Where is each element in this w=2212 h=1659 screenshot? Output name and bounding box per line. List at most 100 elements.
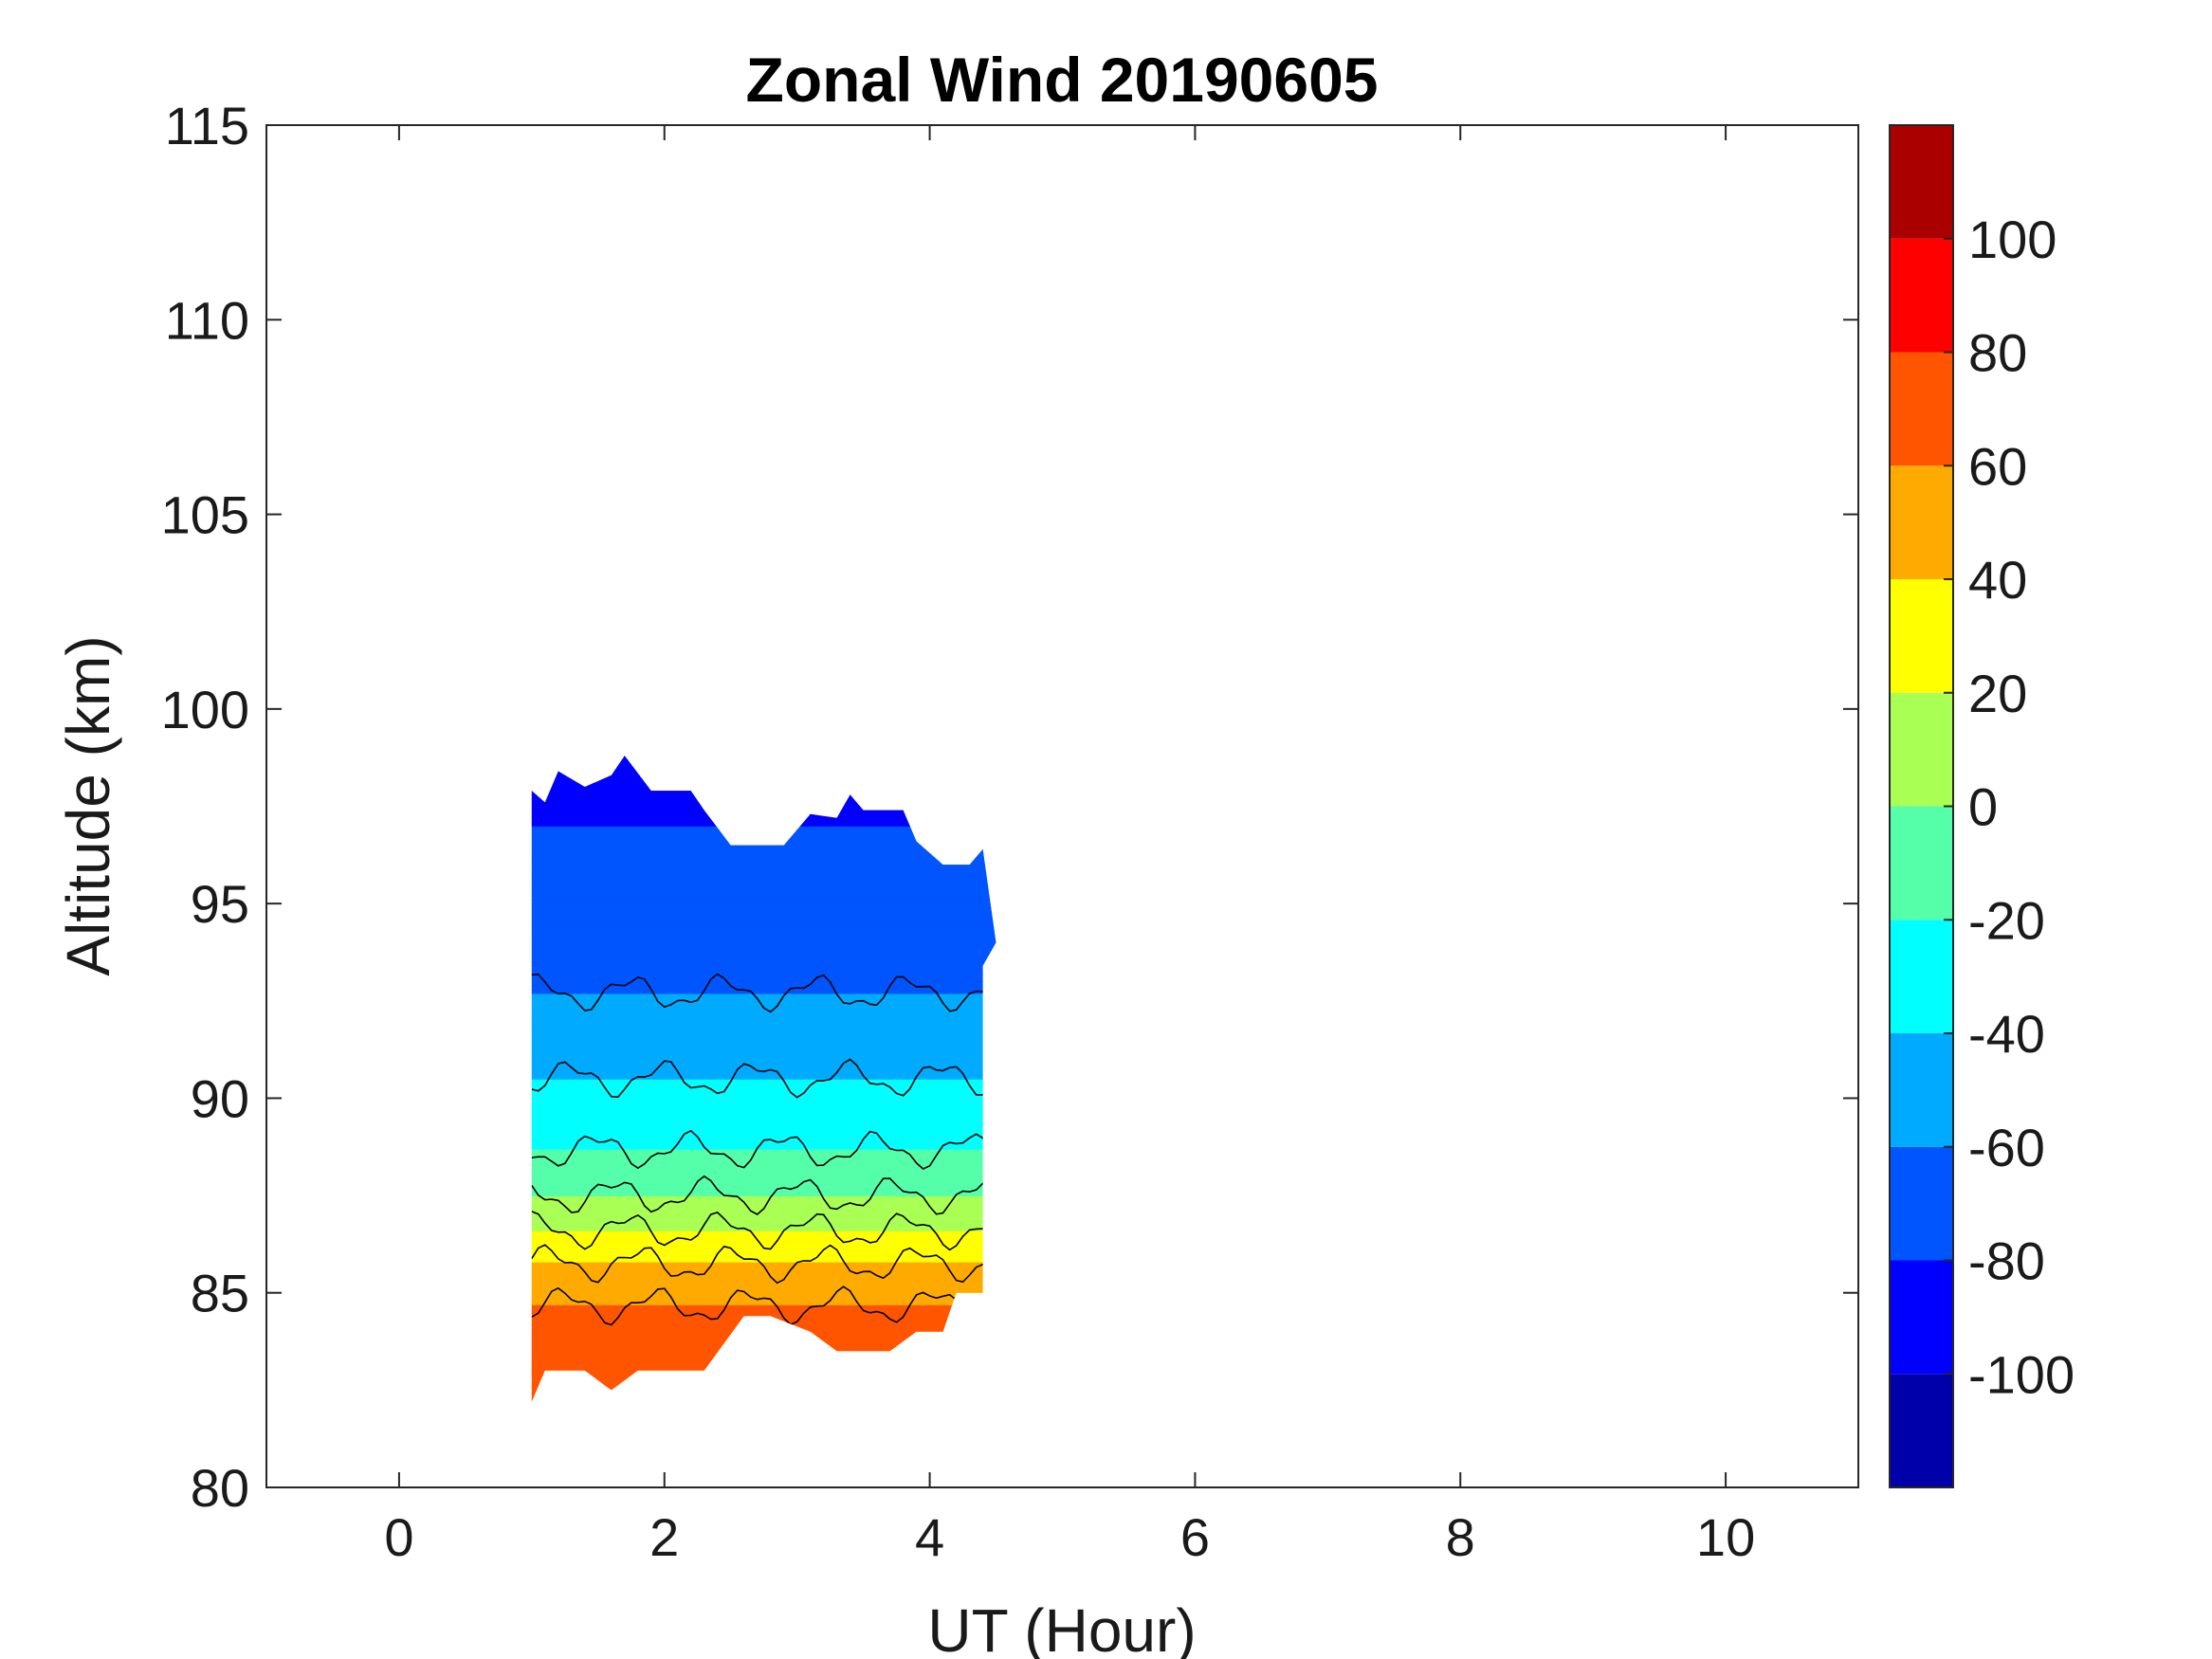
wind-band xyxy=(531,1113,996,1119)
wind-band xyxy=(531,876,996,882)
y-tick-label: 80 xyxy=(191,1458,249,1518)
y-tick-label: 115 xyxy=(165,96,249,155)
wind-band xyxy=(531,1253,996,1259)
wind-band xyxy=(531,974,996,978)
contour-line xyxy=(531,1129,996,1170)
wind-band xyxy=(531,1016,996,1022)
wind-band xyxy=(531,1214,996,1220)
y-tick-label: 100 xyxy=(161,680,249,739)
y-tick-label: 90 xyxy=(191,1068,249,1128)
colorbar-segment xyxy=(1890,238,1953,353)
colorbar-segment xyxy=(1890,1374,1953,1487)
wind-band xyxy=(531,884,996,889)
wind-band xyxy=(531,950,996,956)
wind-band xyxy=(531,872,996,878)
colorbar-segment xyxy=(1890,1033,1953,1147)
wind-band xyxy=(531,1125,996,1131)
wind-band xyxy=(531,1179,996,1185)
wind-band xyxy=(531,1020,996,1026)
colorbar-tick-label: 100 xyxy=(1968,210,2057,269)
wind-band xyxy=(531,1000,996,1006)
x-tick-label: 6 xyxy=(1180,1507,1210,1567)
wind-band xyxy=(531,1070,996,1076)
wind-band xyxy=(531,1059,996,1065)
wind-band xyxy=(531,1168,996,1174)
colorbar-segment xyxy=(1890,465,1953,579)
colorbar-tick-label: 40 xyxy=(1968,550,2027,610)
wind-band xyxy=(531,1129,996,1135)
wind-band xyxy=(531,926,996,932)
wind-band xyxy=(531,1234,996,1240)
wind-band xyxy=(531,845,996,850)
colorbar-segment xyxy=(1890,579,1953,693)
colorbar-tick-label: -40 xyxy=(1968,1004,2045,1064)
wind-band xyxy=(531,1105,996,1111)
x-tick-label: 0 xyxy=(384,1507,413,1567)
y-tick-label: 85 xyxy=(191,1264,249,1323)
wind-band xyxy=(531,1269,996,1274)
colorbar-segment xyxy=(1890,692,1953,807)
wind-band xyxy=(531,1148,996,1154)
wind-band xyxy=(531,1160,996,1166)
wind-band xyxy=(531,1133,996,1139)
wind-band xyxy=(531,911,996,917)
wind-band xyxy=(531,1031,996,1037)
wind-band xyxy=(531,1012,996,1018)
wind-band xyxy=(531,939,996,943)
x-tick-label: 4 xyxy=(915,1507,944,1567)
wind-band xyxy=(531,1039,996,1045)
wind-band xyxy=(531,880,996,885)
wind-band xyxy=(531,1144,996,1150)
wind-band xyxy=(531,1140,996,1146)
x-tick-label: 10 xyxy=(1696,1507,1755,1567)
wind-band xyxy=(531,934,996,939)
colorbar-tick-label: -80 xyxy=(1968,1231,2045,1291)
wind-band xyxy=(531,1296,996,1302)
wind-band xyxy=(531,1048,996,1052)
x-axis: 0 2 4 6 8 10 xyxy=(384,125,1755,1567)
wind-band xyxy=(531,1102,996,1107)
wind-band xyxy=(531,1094,996,1100)
wind-band xyxy=(531,903,996,909)
wind-band xyxy=(531,1172,996,1177)
wind-band xyxy=(531,856,996,862)
y-tick-label: 105 xyxy=(161,485,249,545)
wind-band xyxy=(531,957,996,963)
wind-band xyxy=(531,895,996,901)
wind-band xyxy=(531,1277,996,1283)
wind-band xyxy=(531,1183,996,1189)
wind-band xyxy=(531,996,996,1002)
x-axis-label: UT (Hour) xyxy=(927,1596,1196,1659)
wind-band xyxy=(531,1226,996,1231)
colorbar: -100 -80 -60 -40 -20 0 20 40 60 80 100 xyxy=(1889,124,2075,1488)
wind-band xyxy=(531,981,996,987)
chart-title: Zonal Wind 20190605 xyxy=(746,45,1379,115)
wind-band xyxy=(531,1121,996,1126)
wind-band xyxy=(531,1157,996,1161)
colorbar-tick-label: -60 xyxy=(1968,1118,2045,1177)
wind-band xyxy=(531,1292,996,1298)
colorbar-tick-label: -20 xyxy=(1968,890,2045,950)
wind-band xyxy=(531,907,996,913)
wind-band xyxy=(531,1083,996,1087)
wind-band xyxy=(531,919,996,924)
colorbar-segment xyxy=(1890,920,1953,1033)
colorbar-segment xyxy=(1890,1146,1953,1261)
contour-line xyxy=(531,1285,996,1326)
wind-band xyxy=(531,1203,996,1209)
plot-frame xyxy=(265,124,1859,1488)
wind-band xyxy=(531,1152,996,1158)
wind-band xyxy=(531,1187,996,1193)
colorbar-segment xyxy=(1890,125,1953,239)
wind-band xyxy=(531,969,996,975)
wind-band xyxy=(531,946,996,952)
colorbar-tick-label: -100 xyxy=(1968,1344,2075,1404)
colorbar-tick-label: 80 xyxy=(1968,323,2027,383)
wind-band xyxy=(531,1055,996,1061)
contour-line xyxy=(531,1211,996,1251)
wind-band xyxy=(531,1285,996,1290)
wind-band xyxy=(531,865,996,869)
colorbar-segment xyxy=(1890,1260,1953,1375)
contour-line xyxy=(531,1175,996,1215)
wind-band xyxy=(531,1231,996,1235)
